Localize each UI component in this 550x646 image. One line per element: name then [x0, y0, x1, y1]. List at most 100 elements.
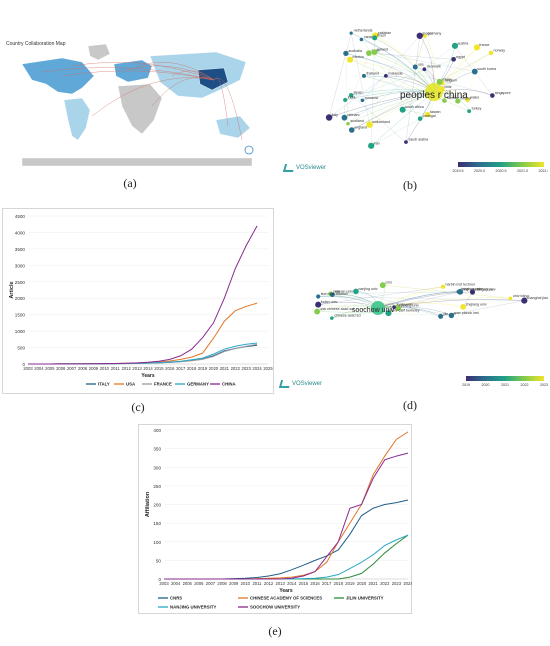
y-tick-label: 400 — [153, 428, 161, 433]
network-node — [438, 313, 444, 319]
node-label: belgium — [445, 78, 458, 82]
caption-a: (a) — [123, 176, 137, 190]
legend: CNRS CHINESE ACADEMY OF SCIENCES JILIN UNI… — [158, 596, 384, 610]
node-label: natl univ singapore — [463, 287, 493, 291]
node-label: univ tokyo — [513, 294, 529, 298]
y-tick-label: 150 — [153, 521, 161, 526]
network-node — [521, 297, 528, 304]
x-tick-label: 2019 — [345, 581, 355, 586]
network-link — [382, 285, 511, 299]
legend-tick: 2022 — [521, 383, 529, 387]
y-axis-label: Affiliation — [145, 491, 151, 517]
network-node — [372, 35, 378, 41]
node-label: shanghai jiao tong univ — [527, 296, 548, 300]
node-label: chinese acad sci — [334, 314, 361, 318]
node-label: saudi arabia — [408, 138, 428, 142]
network-link — [345, 53, 349, 124]
network-node — [368, 142, 375, 149]
network-link — [362, 35, 420, 101]
legend-label: ITALY — [98, 382, 110, 387]
network-node — [315, 301, 322, 308]
x-tick-label: 2003 — [23, 366, 33, 371]
y-tick-label: 2000 — [15, 296, 26, 301]
y-tick-label: 3000 — [15, 263, 26, 268]
network-link — [349, 59, 470, 112]
node-label: israel — [442, 77, 451, 81]
node-label: turkey — [472, 107, 482, 111]
node-label: norway — [493, 48, 505, 52]
x-tick-label: 2015 — [299, 581, 309, 586]
country-network-svg: netherlands sweden taiwan switzerland south … — [325, 29, 548, 173]
network-node — [360, 98, 365, 103]
x-tick-label: 2015 — [154, 366, 164, 371]
x-tick-label: 2019 — [198, 366, 208, 371]
x-tick-label: 2017 — [176, 366, 186, 371]
node-label: finland — [460, 97, 471, 101]
network-link — [375, 35, 468, 101]
series-line-china — [28, 225, 258, 365]
legend-bar — [466, 376, 544, 381]
x-axis-label: Years — [279, 588, 293, 594]
network-node — [469, 289, 476, 295]
x-tick-label: 2024 — [252, 366, 262, 371]
institution-network-svg: chinese acad sci tsinghua univ zhejiang un… — [314, 281, 548, 387]
network-node — [451, 56, 456, 62]
network-node — [422, 67, 427, 72]
network-link — [363, 75, 458, 102]
legend: ITALY USA FRANCE GERMANY CHINA — [86, 382, 236, 387]
node-label: wales — [470, 95, 479, 99]
network-node — [346, 56, 354, 63]
node-label: germany — [427, 32, 441, 36]
network-link — [394, 291, 461, 308]
network-node — [488, 50, 494, 56]
collaboration-link — [171, 70, 215, 81]
network-link — [369, 75, 387, 125]
node-label: brazil — [377, 33, 386, 37]
node-label: romania — [365, 96, 378, 100]
x-tick-label: 2012 — [264, 581, 274, 586]
network-link — [377, 306, 452, 316]
network-link — [331, 307, 399, 319]
x-tick-label: 2017 — [322, 581, 332, 586]
asia-shape — [149, 51, 247, 99]
node-label: iran — [374, 141, 380, 145]
network-node — [330, 316, 334, 320]
network-node — [412, 64, 418, 70]
node-label: italy — [332, 113, 339, 117]
network-node — [385, 310, 392, 317]
y-tick-label: 250 — [153, 484, 161, 489]
y-tick-label: 2500 — [15, 280, 26, 285]
y-tick-label: 200 — [153, 503, 161, 508]
network-link — [355, 291, 441, 317]
x-tick-label: 2011 — [252, 581, 262, 586]
legend-tick: 2019.5 — [453, 169, 464, 173]
network-link — [318, 286, 444, 305]
network-nodes: chinese acad sci tsinghua univ zhejiang un… — [314, 281, 548, 320]
vosviewer-badge: VOSviewer — [282, 164, 326, 172]
node-label: malaysia — [388, 71, 402, 75]
x-axis-label: Years — [141, 373, 155, 379]
network-node — [404, 140, 408, 144]
north-america-shape — [21, 57, 95, 95]
south-america-shape — [63, 97, 91, 141]
legend-label: NANJING UNIVERSITY — [170, 605, 216, 610]
article-line-chart: 0 500 1000 1500 2000 2500 3000 3500 4000 4500 2003… — [2, 208, 274, 394]
y-tick-label: 50 — [156, 558, 162, 563]
network-link — [332, 294, 452, 316]
network-node — [392, 305, 396, 310]
year-color-legend: 2019.5 2020.0 2020.5 2021.0 2021.5 — [453, 162, 548, 173]
y-tick-label: 1500 — [15, 313, 26, 318]
network-link — [467, 71, 475, 100]
x-tick-label: 2020 — [357, 581, 367, 586]
network-node — [416, 32, 423, 39]
vosviewer-badge: VOSviewer — [278, 380, 322, 388]
legend-tick: 2023 — [540, 383, 548, 387]
node-label: australia — [348, 49, 362, 53]
node-label: south korea — [477, 67, 496, 71]
network-link — [440, 300, 525, 317]
legend-bar — [458, 162, 544, 167]
node-label: cnrs — [385, 281, 392, 285]
network-link — [463, 291, 473, 307]
y-tick-label: 500 — [17, 346, 25, 351]
y-tick-label: 0 — [158, 577, 161, 582]
